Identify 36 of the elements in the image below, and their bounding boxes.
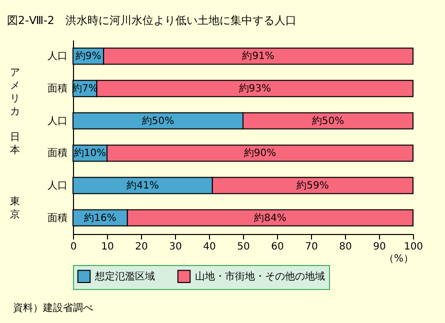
- y-tick-label: 面積: [48, 212, 68, 224]
- text: アメリカ: [10, 67, 20, 118]
- chart-title: 図2-Ⅷ-2 洪水時に河川水位より低い土地に集中する人口: [7, 14, 296, 27]
- data-label: 約41%: [126, 180, 159, 192]
- data-label: 約91%: [242, 51, 274, 62]
- x-tick-label: 60: [271, 242, 284, 252]
- x-tick-label: 20: [135, 242, 148, 252]
- x-tick-label: 70: [305, 242, 318, 252]
- data-label: 約50%: [312, 116, 344, 127]
- text: 東京: [10, 196, 20, 221]
- legend-label: 山地・市街地・その他の地域: [195, 270, 325, 282]
- x-axis-title: （%）: [384, 254, 414, 264]
- x-tick-label: 0: [70, 242, 77, 252]
- data-label: 約50%: [142, 116, 174, 127]
- x-tick-label: 10: [101, 242, 114, 252]
- data-label: 約16%: [84, 212, 116, 224]
- text: 資料）建設省調べ: [13, 302, 93, 314]
- legend-label: 想定氾濫区域: [94, 270, 155, 282]
- text: 日本: [10, 132, 20, 156]
- x-tick-label: 80: [339, 242, 352, 252]
- data-label: 約84%: [254, 212, 286, 224]
- y-tick-label: 面積: [48, 147, 68, 160]
- y-tick-label: 人口: [48, 116, 68, 127]
- y-tick-label: 人口: [48, 51, 68, 62]
- y-tick-label: 面積: [48, 82, 68, 94]
- x-tick-label: 90: [373, 242, 386, 252]
- x-tick-label: 40: [203, 242, 216, 252]
- x-tick-label: 100: [404, 242, 424, 252]
- data-label: 約9%: [75, 51, 102, 62]
- x-tick-label: 50: [237, 242, 250, 252]
- data-label: 約93%: [238, 84, 272, 94]
- data-label: 約59%: [296, 180, 329, 192]
- data-label: 約10%: [74, 148, 106, 160]
- data-label: 約90%: [244, 148, 276, 160]
- y-tick-label: 人口: [48, 180, 68, 192]
- x-tick-label: 30: [169, 242, 182, 252]
